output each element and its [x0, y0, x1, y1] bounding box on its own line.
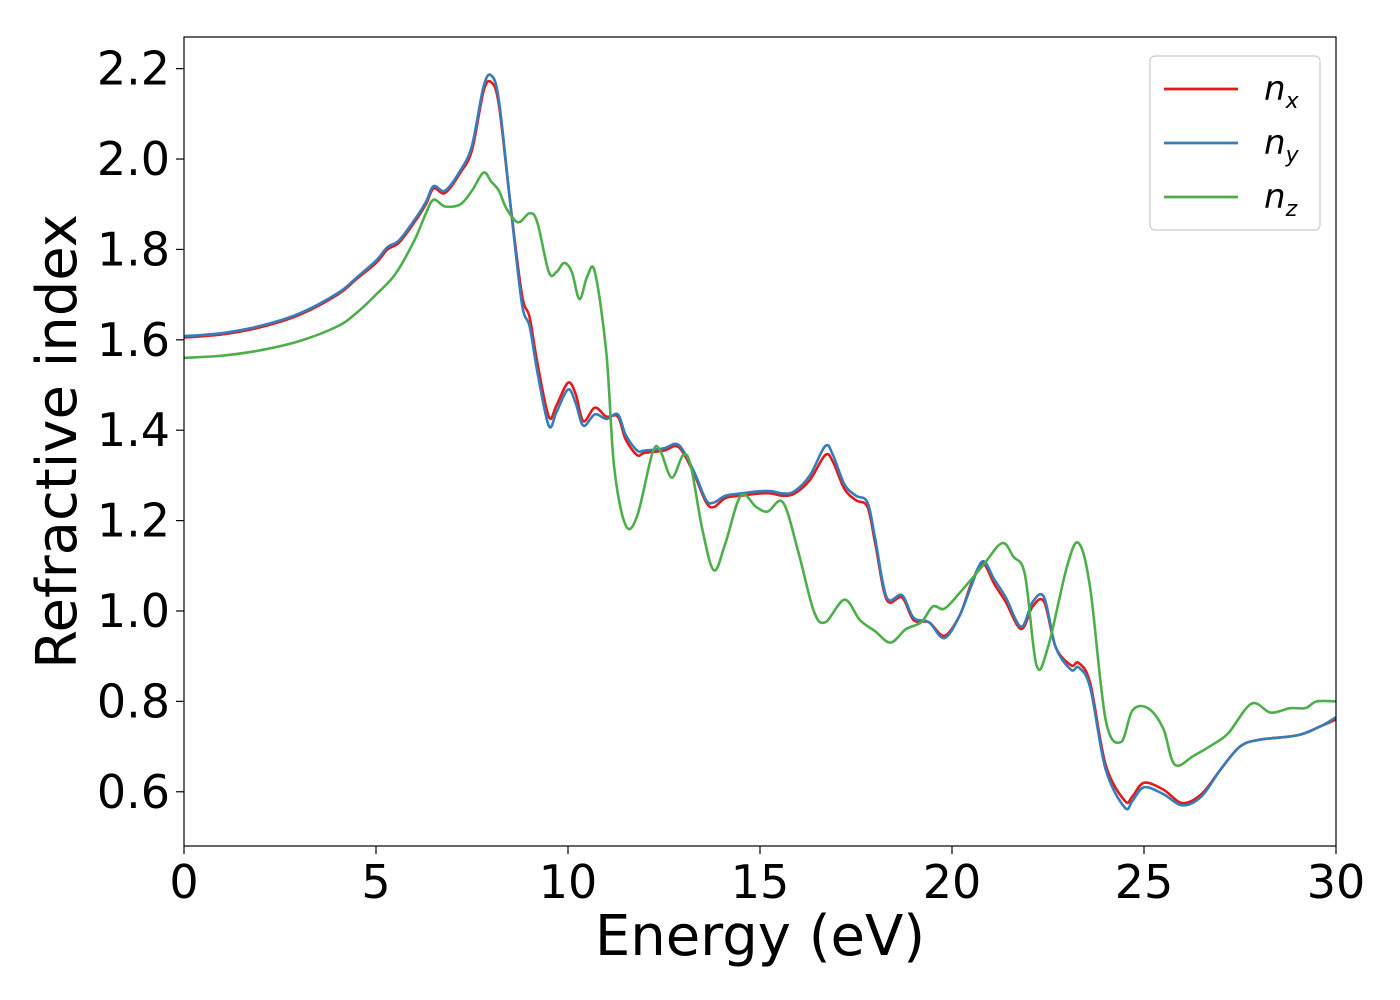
y-tick-label: 2.2 [97, 42, 170, 96]
y-tick-label: 0.8 [97, 674, 170, 728]
x-tick-label: 15 [731, 855, 790, 909]
legend-entries: nx ny nz [1164, 69, 1300, 222]
y-tick-label: 1.4 [97, 403, 170, 457]
y-tick-label: 2.0 [97, 132, 170, 186]
x-axis-label: Energy (eV) [595, 904, 925, 969]
y-tick-label: 1.6 [97, 313, 170, 367]
y-axis-label: Refractive index [25, 214, 90, 669]
x-tick-label: 20 [923, 855, 982, 909]
y-axis-ticks: 0.6 0.8 1.0 1.2 1.4 1.6 1.8 2.0 2.2 [97, 42, 184, 819]
legend-label-ny: ny [1264, 123, 1300, 168]
series-line-nz [183, 171, 1337, 767]
x-axis-ticks: 0 5 10 15 20 25 30 [169, 846, 1365, 909]
legend-label-nx: nx [1264, 69, 1300, 114]
y-tick-label: 0.6 [97, 765, 170, 819]
legend: nx ny nz [1149, 55, 1321, 231]
series-layer [183, 73, 1337, 811]
y-tick-label: 1.2 [97, 494, 170, 548]
x-tick-label: 0 [169, 855, 198, 909]
legend-label-nz: nz [1264, 177, 1298, 222]
y-tick-label: 1.0 [97, 584, 170, 638]
x-tick-label: 25 [1115, 855, 1174, 909]
y-tick-label: 1.8 [97, 222, 170, 276]
series-line-ny [183, 73, 1337, 811]
x-tick-label: 5 [361, 855, 390, 909]
x-tick-label: 30 [1307, 855, 1366, 909]
x-tick-label: 10 [539, 855, 598, 909]
